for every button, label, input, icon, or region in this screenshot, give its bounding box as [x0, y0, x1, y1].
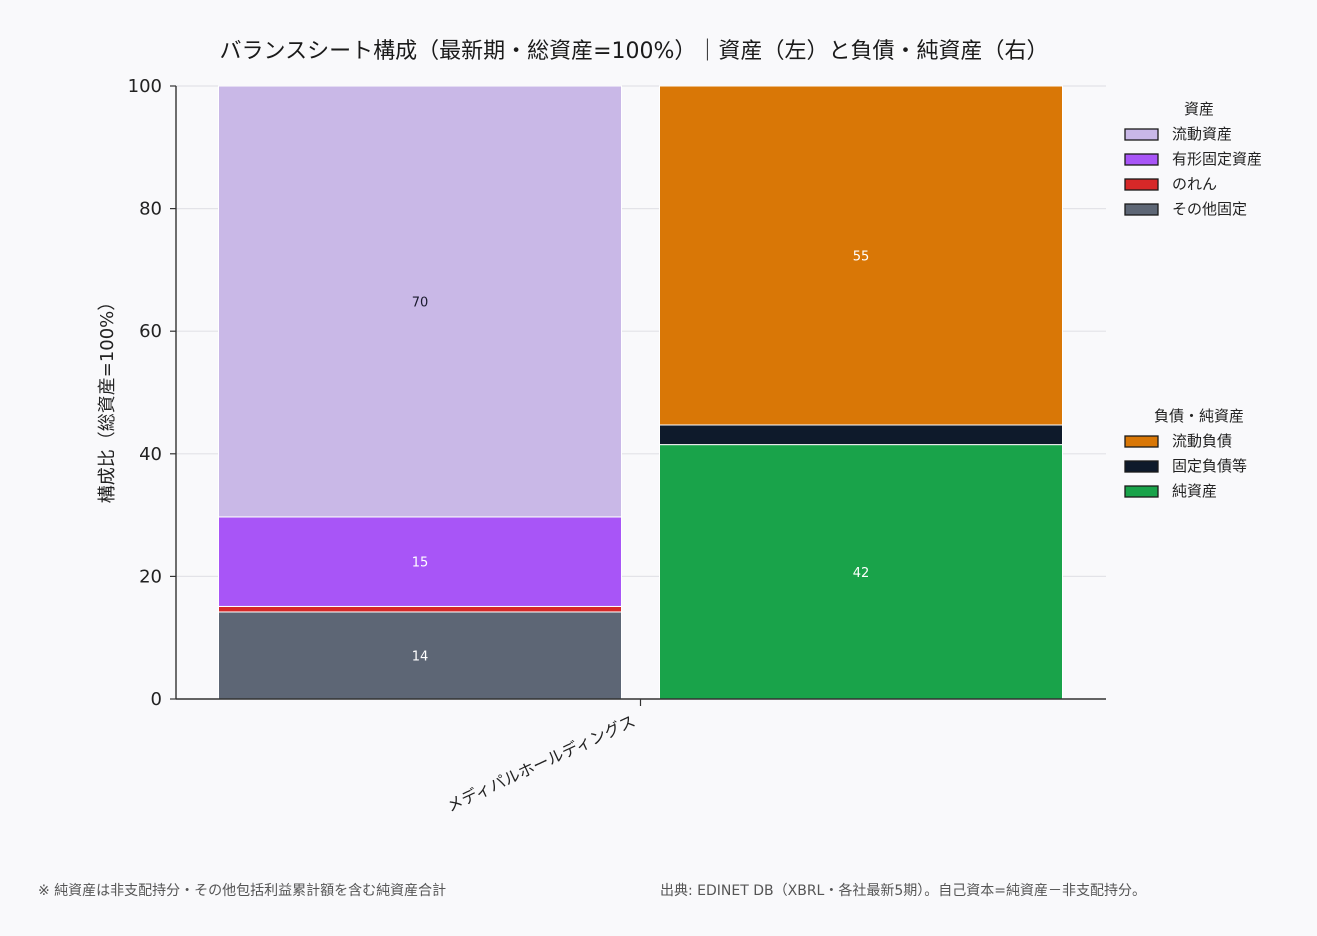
legend-swatch [1124, 178, 1159, 191]
data-label: 15 [412, 556, 429, 571]
footnote-right: 出典: EDINET DB（XBRL・各社最新5期）。自己資本=純資産－非支配持… [660, 883, 1146, 899]
y-axis-label: 構成比（総資産=100%） [97, 293, 118, 504]
bar-segment [659, 85, 1063, 426]
data-label: 70 [412, 295, 429, 310]
legend-swatch [1124, 485, 1159, 498]
y-tick-label: 60 [139, 321, 162, 342]
bar-segment [659, 444, 1063, 700]
bar-segment [218, 85, 622, 518]
y-tick-label: 20 [139, 566, 162, 587]
legend-swatch [1124, 435, 1159, 448]
legend-swatch [1124, 203, 1159, 216]
footnote-left: ※ 純資産は非支配持分・その他包括利益累計額を含む純資産合計 [38, 883, 446, 899]
y-tick-label: 80 [139, 199, 162, 220]
data-label: 14 [412, 649, 429, 664]
legend-item-label: 固定負債等 [1172, 457, 1247, 475]
legend-swatch [1124, 128, 1159, 141]
legend-swatch [1124, 460, 1159, 473]
x-tick-label: メディパルホールディングス [444, 711, 639, 815]
legend-item-label: 流動資産 [1172, 125, 1232, 143]
y-tick-label: 0 [151, 689, 162, 710]
bar-segment [218, 605, 622, 613]
data-label: 55 [853, 249, 870, 264]
legend-item-label: のれん [1172, 175, 1217, 193]
legend-swatch [1124, 153, 1159, 166]
data-label: 42 [853, 566, 870, 581]
bar-segment [218, 516, 622, 607]
bar-segment [218, 611, 622, 700]
legend-item-label: その他固定 [1172, 200, 1247, 218]
legend-title: 負債・純資産 [1154, 407, 1244, 425]
y-tick-label: 100 [128, 76, 162, 97]
bar-segment [659, 424, 1063, 446]
y-tick-label: 40 [139, 444, 162, 465]
legend-item-label: 純資産 [1172, 482, 1217, 500]
legend-title: 資産 [1184, 100, 1214, 118]
chart-title: バランスシート構成（最新期・総資産=100%）｜資産（左）と負債・純資産（右） [220, 39, 1049, 64]
legend-item-label: 有形固定資産 [1172, 150, 1262, 168]
legend-item-label: 流動負債 [1172, 432, 1232, 450]
bars: 14 15 70 42 55 [218, 85, 1063, 700]
